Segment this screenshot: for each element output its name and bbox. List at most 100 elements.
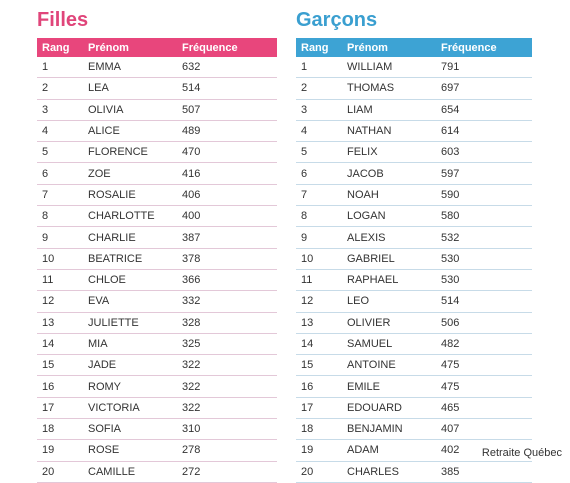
table-row: 5 FLORENCE 470 [37, 141, 277, 164]
name-cell: EVA [88, 290, 182, 313]
table-row: 17 VICTORIA 322 [37, 397, 277, 420]
name-cell: GABRIEL [347, 248, 441, 270]
rank-cell: 15 [37, 354, 88, 377]
frequency-header: Fréquence [182, 41, 238, 54]
name-cell: ANTOINE [347, 354, 441, 377]
rank-cell: 8 [37, 205, 88, 228]
boys-table-header: Rang Prénom Fréquence [296, 38, 532, 57]
rank-cell: 2 [37, 77, 88, 100]
frequency-cell: 325 [182, 333, 277, 356]
table-row: 15 ANTOINE 475 [296, 354, 532, 377]
rank-cell: 18 [37, 418, 88, 441]
rank-cell: 11 [296, 269, 347, 292]
table-row: 19 ROSE 278 [37, 439, 277, 462]
name-cell: THOMAS [347, 77, 441, 100]
frequency-cell: 366 [182, 269, 277, 292]
boys-title: Garçons [296, 9, 378, 31]
table-row: 8 CHARLOTTE 400 [37, 205, 277, 228]
rank-cell: 11 [37, 269, 88, 292]
name-cell: FELIX [347, 141, 441, 164]
frequency-cell: 597 [441, 162, 532, 185]
name-cell: OLIVIA [88, 99, 182, 121]
rank-cell: 7 [37, 184, 88, 207]
frequency-cell: 475 [441, 375, 532, 398]
table-row: 2 LEA 514 [37, 77, 277, 100]
name-cell: EDOUARD [347, 397, 441, 420]
frequency-cell: 378 [182, 248, 277, 270]
name-cell: FLORENCE [88, 141, 182, 164]
name-cell: CAMILLE [88, 461, 182, 483]
girls-table-header: Rang Prénom Fréquence [37, 38, 277, 57]
table-row: 20 CHARLES 385 [296, 461, 532, 483]
name-cell: NOAH [347, 184, 441, 207]
table-row: 9 CHARLIE 387 [37, 226, 277, 249]
girls-panel: Filles Rang Prénom Fréquence 1 EMMA 632 2 LE… [37, 0, 277, 483]
name-cell: WILLIAM [347, 57, 441, 79]
rank-cell: 5 [296, 141, 347, 164]
rank-header: Rang [42, 41, 70, 54]
rank-cell: 1 [37, 57, 88, 79]
name-cell: ROMY [88, 375, 182, 398]
table-row: 17 EDOUARD 465 [296, 397, 532, 420]
name-cell: JULIETTE [88, 312, 182, 334]
table-row: 11 RAPHAEL 530 [296, 269, 532, 292]
rank-cell: 12 [296, 290, 347, 313]
name-cell: CHARLES [347, 461, 441, 483]
frequency-cell: 580 [441, 205, 532, 228]
frequency-cell: 332 [182, 290, 277, 313]
rank-cell: 1 [296, 57, 347, 79]
frequency-cell: 489 [182, 120, 277, 143]
table-row: 6 JACOB 597 [296, 162, 532, 185]
girls-table-body: 1 EMMA 632 2 LEA 514 3 OLIVIA 507 4 ALICE 489 5 FLORE… [37, 57, 277, 483]
name-cell: OLIVIER [347, 312, 441, 334]
boys-table: Rang Prénom Fréquence 1 WILLIAM 791 2 THOMAS… [296, 38, 532, 483]
frequency-cell: 530 [441, 248, 532, 270]
table-row: 14 SAMUEL 482 [296, 333, 532, 356]
rank-cell: 20 [37, 461, 88, 483]
table-row: 2 THOMAS 697 [296, 77, 532, 100]
name-cell: SAMUEL [347, 333, 441, 356]
name-cell: ALEXIS [347, 226, 441, 249]
rank-cell: 13 [296, 312, 347, 334]
frequency-cell: 310 [182, 418, 277, 441]
table-row: 12 LEO 514 [296, 290, 532, 313]
table-row: 6 ZOE 416 [37, 162, 277, 185]
name-cell: CHARLIE [88, 226, 182, 249]
boys-table-body: 1 WILLIAM 791 2 THOMAS 697 3 LIAM 654 4 NATHAN 614 5… [296, 57, 532, 483]
frequency-cell: 530 [441, 269, 532, 292]
table-row: 10 GABRIEL 530 [296, 248, 532, 270]
frequency-cell: 272 [182, 461, 277, 483]
name-cell: BEATRICE [88, 248, 182, 270]
table-row: 15 JADE 322 [37, 354, 277, 377]
name-cell: LEA [88, 77, 182, 100]
frequency-cell: 385 [441, 461, 532, 483]
rank-cell: 14 [37, 333, 88, 356]
name-cell: ZOE [88, 162, 182, 185]
frequency-cell: 506 [441, 312, 532, 334]
rank-cell: 6 [296, 162, 347, 185]
frequency-header: Fréquence [441, 41, 497, 54]
frequency-cell: 697 [441, 77, 532, 100]
rank-cell: 16 [296, 375, 347, 398]
frequency-cell: 322 [182, 397, 277, 420]
frequency-cell: 322 [182, 375, 277, 398]
rank-cell: 4 [37, 120, 88, 143]
name-cell: LOGAN [347, 205, 441, 228]
rank-cell: 9 [296, 226, 347, 249]
rank-cell: 6 [37, 162, 88, 185]
frequency-cell: 532 [441, 226, 532, 249]
frequency-cell: 470 [182, 141, 277, 164]
frequency-cell: 603 [441, 141, 532, 164]
rank-cell: 8 [296, 205, 347, 228]
rank-cell: 19 [37, 439, 88, 462]
table-row: 1 WILLIAM 791 [296, 57, 532, 79]
frequency-cell: 407 [441, 418, 532, 441]
frequency-cell: 416 [182, 162, 277, 185]
table-row: 14 MIA 325 [37, 333, 277, 356]
name-cell: LIAM [347, 99, 441, 121]
table-row: 13 OLIVIER 506 [296, 312, 532, 334]
table-row: 4 ALICE 489 [37, 120, 277, 143]
name-cell: EMMA [88, 57, 182, 79]
name-cell: ROSALIE [88, 184, 182, 207]
table-row: 7 NOAH 590 [296, 184, 532, 207]
